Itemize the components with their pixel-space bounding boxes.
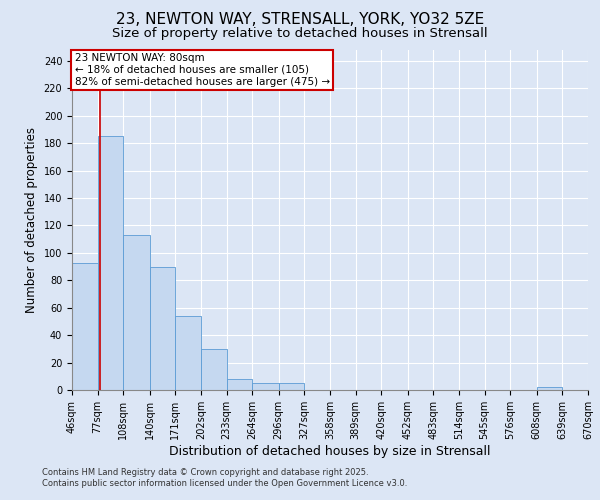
Bar [175, 316, 201, 390]
Bar [72, 262, 98, 390]
Text: Size of property relative to detached houses in Strensall: Size of property relative to detached ho… [112, 28, 488, 40]
Y-axis label: Number of detached properties: Number of detached properties [25, 127, 38, 313]
Bar [252, 383, 279, 390]
Bar [150, 266, 175, 390]
Bar [279, 383, 304, 390]
Bar [98, 136, 123, 390]
Bar [537, 388, 562, 390]
X-axis label: Distribution of detached houses by size in Strensall: Distribution of detached houses by size … [169, 444, 491, 458]
Text: Contains HM Land Registry data © Crown copyright and database right 2025.
Contai: Contains HM Land Registry data © Crown c… [42, 468, 407, 487]
Bar [227, 379, 252, 390]
Bar [201, 349, 227, 390]
Text: 23, NEWTON WAY, STRENSALL, YORK, YO32 5ZE: 23, NEWTON WAY, STRENSALL, YORK, YO32 5Z… [116, 12, 484, 28]
Bar [123, 235, 150, 390]
Text: 23 NEWTON WAY: 80sqm
← 18% of detached houses are smaller (105)
82% of semi-deta: 23 NEWTON WAY: 80sqm ← 18% of detached h… [74, 54, 330, 86]
